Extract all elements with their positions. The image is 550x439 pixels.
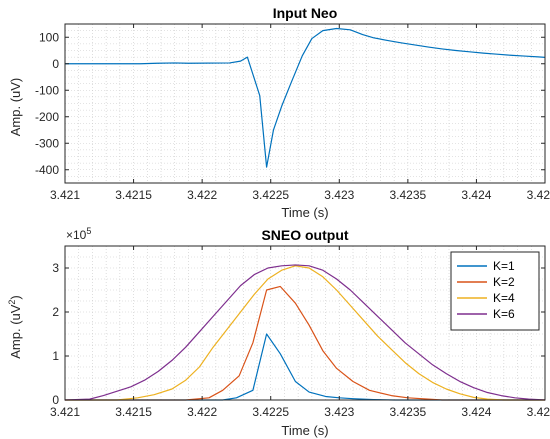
x-tick-label: 3.4215	[115, 188, 152, 202]
y-axis-label-close: )	[8, 295, 23, 299]
legend: K=1 K=2 K=4 K=6	[450, 251, 540, 331]
y-exponent-label: ×105	[66, 226, 91, 242]
x-tick-label: 3.4215	[115, 405, 152, 419]
y-exponent-base: ×10	[66, 228, 87, 242]
x-tick-label: 3.423	[324, 405, 354, 419]
y-axis-label-base: Amp. (uV	[8, 304, 23, 359]
y-tick-label: -200	[35, 110, 59, 124]
legend-label: K=6	[493, 307, 515, 321]
series-line-0	[65, 27, 546, 168]
series-line-k6	[64, 264, 546, 401]
legend-box	[450, 251, 540, 331]
y-tick-label: 3	[52, 261, 59, 275]
y-axis-label: Amp. (uV)	[8, 78, 23, 137]
chart-title: SNEO output	[261, 227, 348, 243]
x-tick-label: 3.4245	[527, 188, 550, 202]
x-tick-label: 3.421	[50, 405, 80, 419]
series-line-k4	[65, 265, 545, 401]
x-tick-label: 3.4245	[527, 405, 550, 419]
y-tick-label: -300	[35, 136, 59, 150]
y-axis-label: Amp. (uV2)	[7, 295, 23, 359]
y-tick-label: 0	[52, 57, 59, 71]
panel-sneo-output: SNEO output ×105 3.421 3.4215 3.422 3.4225 3…	[7, 226, 550, 438]
panel-input-neo: Input Neo 3.421 3.4215 3.422 3.4225 3.423 3.4…	[8, 5, 550, 220]
x-tick-label: 3.424	[461, 188, 491, 202]
axes-box	[64, 245, 546, 401]
y-exponent-power: 5	[86, 226, 91, 236]
x-tick-label: 3.423	[324, 188, 354, 202]
x-tick-label: 3.421	[50, 188, 80, 202]
y-tick-label: 2	[52, 305, 59, 319]
y-tick-label: 0	[52, 393, 59, 407]
y-tick-label: -400	[35, 163, 59, 177]
x-tick-label: 3.4235	[390, 188, 427, 202]
y-tick-label: -100	[35, 83, 59, 97]
legend-label: K=1	[493, 259, 515, 273]
x-axis-label: Time (s)	[281, 423, 328, 438]
axes-box	[64, 23, 546, 184]
x-tick-label: 3.424	[461, 405, 491, 419]
series-line-k1	[65, 333, 545, 401]
chart-title: Input Neo	[273, 5, 338, 21]
y-axis-label-sup: 2	[7, 300, 17, 305]
legend-label: K=2	[493, 275, 515, 289]
x-tick-label: 3.4235	[390, 405, 427, 419]
y-tick-label: 1	[52, 349, 59, 363]
x-tick-label: 3.422	[187, 188, 217, 202]
x-tick-label: 3.422	[187, 405, 217, 419]
legend-label: K=4	[493, 291, 515, 305]
x-tick-label: 3.4225	[252, 405, 289, 419]
y-tick-label: 100	[39, 30, 59, 44]
x-axis-label: Time (s)	[281, 205, 328, 220]
x-tick-label: 3.4225	[252, 188, 289, 202]
series-line-k2	[65, 285, 545, 401]
